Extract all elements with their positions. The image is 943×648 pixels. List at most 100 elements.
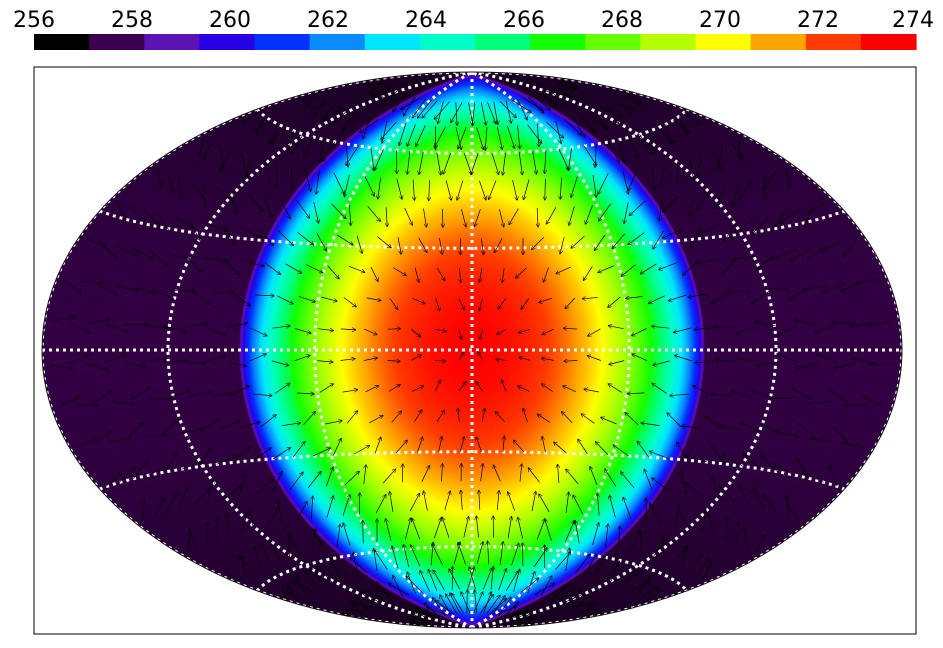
wind-vector (116, 200, 126, 221)
wind-vector (320, 139, 325, 163)
wind-vector (316, 566, 333, 583)
wind-vector (234, 446, 250, 463)
wind-vector (844, 405, 867, 406)
wind-vector (480, 329, 483, 339)
wind-vector (199, 136, 205, 156)
wind-vector (69, 322, 90, 333)
wind-vector (273, 448, 290, 460)
wind-vector (698, 154, 702, 177)
wind-vector (271, 360, 289, 366)
wind-vector (739, 136, 740, 158)
wind-vector (560, 78, 577, 87)
wind-vector (304, 168, 311, 191)
wind-vector (489, 180, 497, 200)
wind-vector (670, 394, 689, 396)
wind-vector (674, 327, 692, 333)
wind-vector (313, 202, 319, 223)
wind-vector (436, 601, 455, 615)
wind-vector (514, 623, 534, 624)
wind-vector (498, 298, 506, 309)
wind-vector (834, 362, 857, 368)
wind-vector (372, 86, 391, 95)
wind-vector (391, 411, 402, 423)
wind-vector (239, 556, 254, 573)
wind-vector (532, 151, 537, 174)
wind-vector (407, 151, 411, 174)
wind-vector (490, 567, 493, 590)
wind-vector (178, 175, 181, 198)
wind-vector (250, 507, 254, 530)
wind-vector (527, 96, 544, 113)
wind-vector (241, 226, 261, 238)
wind-vector (515, 613, 531, 624)
wind-vector (685, 483, 704, 497)
wind-vector (360, 118, 379, 132)
wind-vector (618, 139, 624, 162)
wind-vector (476, 542, 483, 565)
wind-vector (125, 423, 143, 440)
wind-vector (255, 547, 262, 568)
wind-vector (269, 127, 286, 143)
wind-vector (607, 141, 620, 162)
wind-vector (333, 439, 342, 456)
wind-vector (353, 552, 359, 575)
wind-vector (743, 454, 762, 470)
wind-vector (503, 152, 506, 175)
wind-vector (438, 437, 442, 452)
wind-vector (310, 569, 326, 586)
wind-vector (584, 554, 596, 575)
wind-vector (653, 230, 664, 249)
wind-vector (397, 237, 401, 254)
colorbar-step (695, 34, 752, 50)
wind-vector (294, 581, 313, 592)
wind-vector (629, 200, 646, 216)
wind-vector (701, 510, 706, 533)
wind-vector (288, 130, 295, 153)
wind-vector (288, 586, 299, 603)
wind-vector (409, 494, 419, 512)
wind-vector (476, 381, 483, 392)
wind-vector (217, 187, 234, 203)
wind-vector (375, 88, 395, 97)
wind-vector (227, 513, 228, 537)
wind-vector (629, 137, 638, 158)
wind-vector (723, 456, 744, 467)
wind-vector (677, 161, 678, 184)
wind-vector (436, 410, 445, 422)
wind-vector (132, 248, 154, 260)
wind-vectors (50, 79, 892, 626)
wind-vector (564, 328, 578, 329)
wind-vector (479, 180, 486, 200)
wind-vector (562, 412, 573, 423)
wind-vector (753, 216, 770, 234)
wind-vector (554, 442, 567, 454)
wind-vector (618, 574, 637, 585)
wind-vector (542, 384, 553, 392)
wind-vector (804, 285, 827, 289)
wind-vector (467, 590, 468, 614)
wind-vector (461, 592, 471, 614)
wind-vector (546, 90, 567, 95)
colorbar-steps (34, 34, 917, 50)
wind-vector (508, 609, 526, 620)
wind-vector (696, 259, 718, 264)
wind-vector (580, 115, 595, 133)
wind-vector (105, 472, 121, 488)
wind-vector (621, 95, 640, 104)
wind-vector (350, 558, 368, 574)
wind-vector (388, 384, 400, 392)
wind-vector (737, 522, 739, 545)
wind-vector (531, 492, 536, 512)
wind-vector (518, 518, 524, 539)
wind-vector (494, 238, 503, 252)
wind-vector (289, 535, 302, 555)
wind-vector (483, 592, 491, 614)
wind-vector (50, 363, 72, 369)
wind-vector (508, 492, 516, 511)
wind-vector (378, 177, 382, 199)
wind-vector (653, 360, 670, 365)
wind-vector (370, 80, 385, 93)
wind-vector (386, 519, 392, 541)
wind-vector (263, 195, 272, 217)
wind-vector (165, 493, 176, 514)
